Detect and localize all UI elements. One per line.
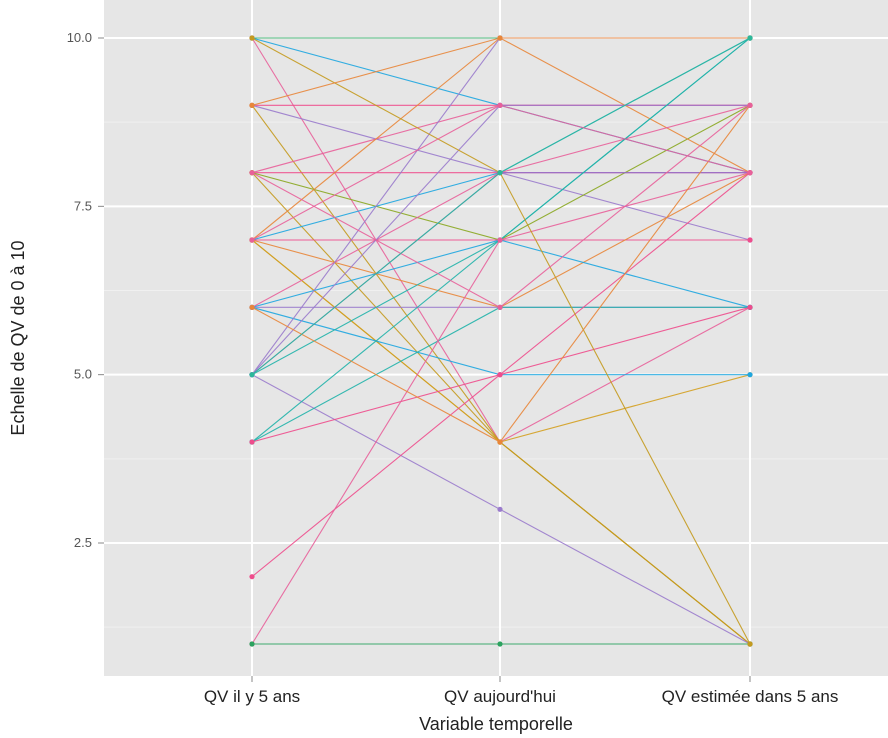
data-point-36-0 <box>249 237 255 243</box>
x-tick-label-1: QV aujourd'hui <box>444 687 556 706</box>
data-point-33-0 <box>249 304 255 310</box>
y-tick-label-2: 7.5 <box>74 198 92 213</box>
data-point-36-1 <box>497 102 503 108</box>
series-group <box>249 35 753 647</box>
data-point-31-0 <box>249 35 255 41</box>
data-point-10-2 <box>747 237 753 243</box>
data-point-36-2 <box>747 170 753 176</box>
grid <box>104 0 888 676</box>
data-point-34-2 <box>747 102 753 108</box>
y-tick-label-3: 10.0 <box>67 30 92 45</box>
data-point-24-1 <box>497 506 503 512</box>
data-point-30-1 <box>497 641 503 647</box>
data-point-27-0 <box>249 439 255 445</box>
data-point-32-1 <box>497 35 503 41</box>
data-point-31-2 <box>747 641 753 647</box>
x-tick-label-2: QV estimée dans 5 ans <box>662 687 839 706</box>
data-point-29-1 <box>497 237 503 243</box>
x-axis-ticks: QV il y 5 ans QV aujourd'hui QV estimée da… <box>204 676 839 706</box>
y-tick-label-1: 5.0 <box>74 367 92 382</box>
data-point-28-1 <box>497 372 503 378</box>
data-point-35-0 <box>249 372 255 378</box>
plot-panel <box>104 0 888 676</box>
x-axis-title: Variable temporelle <box>419 714 573 734</box>
data-point-30-0 <box>249 641 255 647</box>
x-tick-label-0: QV il y 5 ans <box>204 687 300 706</box>
data-point-17-2 <box>747 372 753 378</box>
y-axis-title: Echelle de QV de 0 à 10 <box>8 240 28 435</box>
data-point-34-1 <box>497 304 503 310</box>
data-point-27-2 <box>747 304 753 310</box>
y-tick-label-0: 2.5 <box>74 535 92 550</box>
y-axis-ticks: 2.5 5.0 7.5 10.0 <box>67 30 104 550</box>
data-point-35-2 <box>747 35 753 41</box>
data-point-35-1 <box>497 170 503 176</box>
data-point-32-0 <box>249 102 255 108</box>
data-point-28-0 <box>249 574 255 580</box>
data-point-34-0 <box>249 170 255 176</box>
data-point-33-1 <box>497 439 503 445</box>
